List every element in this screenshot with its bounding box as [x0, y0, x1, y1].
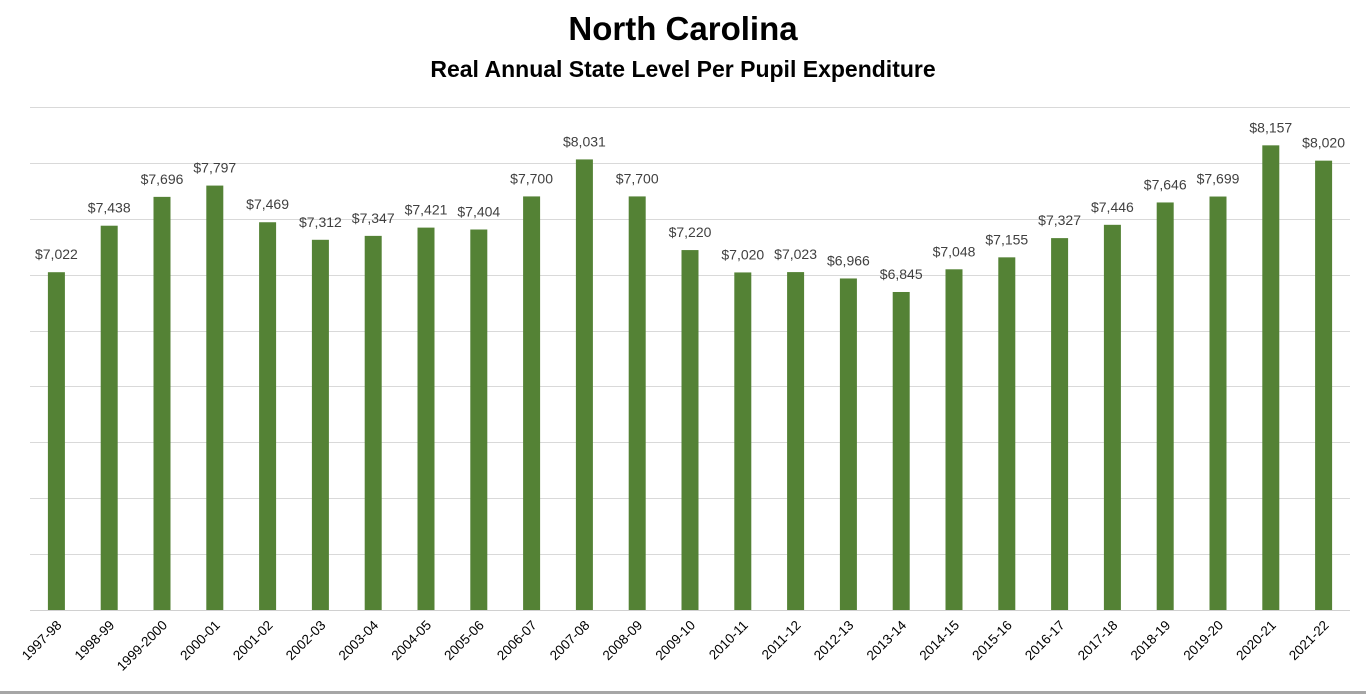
bar-2012-13 [839, 278, 857, 610]
x-tick-label: 2006-07 [494, 618, 540, 664]
bar-2006-07 [523, 196, 541, 610]
x-tick-label: 2013-14 [864, 617, 910, 663]
x-tick-label: 2018-19 [1128, 618, 1174, 664]
data-label: $7,312 [299, 214, 342, 230]
bar-2001-02 [259, 222, 277, 610]
x-tick-label: 2020-21 [1233, 618, 1279, 664]
x-tick-label: 2004-05 [388, 618, 434, 664]
bar-2020-21 [1262, 145, 1280, 610]
chart-subtitle: Real Annual State Level Per Pupil Expend… [430, 56, 936, 82]
bottom-border [0, 691, 1366, 694]
bar-2010-11 [734, 272, 752, 610]
data-label: $8,157 [1249, 119, 1292, 135]
x-tick-label: 2005-06 [441, 618, 487, 664]
data-label: $7,469 [246, 196, 289, 212]
data-label: $6,966 [827, 252, 870, 268]
x-tick-label: 2003-04 [336, 617, 382, 663]
bar-2003-04 [364, 235, 382, 611]
data-label: $7,020 [721, 246, 764, 262]
bar-2015-16 [998, 257, 1016, 610]
data-label: $6,845 [880, 266, 923, 282]
data-label: $7,438 [88, 200, 131, 216]
x-tick-label: 2021-22 [1286, 618, 1332, 664]
x-tick-label: 2019-20 [1180, 618, 1226, 664]
bar-2000-01 [206, 185, 224, 610]
bar-2007-08 [575, 159, 593, 611]
x-tick-label: 2000-01 [177, 618, 223, 664]
x-tick-label: 2015-16 [969, 618, 1015, 664]
data-label: $7,446 [1091, 199, 1134, 215]
bar-2021-22 [1315, 160, 1333, 611]
x-tick-label: 2002-03 [283, 618, 329, 664]
bar-1997-98 [47, 272, 65, 610]
bar-2014-15 [945, 269, 963, 610]
data-label: $7,347 [352, 210, 395, 226]
bar-1999-2000 [153, 196, 171, 611]
data-label: $7,797 [193, 160, 236, 176]
bar-2013-14 [892, 291, 910, 610]
x-tick-label: 1998-99 [72, 618, 118, 664]
bar-2018-19 [1156, 202, 1174, 610]
bar-2019-20 [1209, 196, 1227, 610]
chart-title: North Carolina [568, 10, 798, 47]
data-label: $8,020 [1302, 135, 1345, 151]
x-tick-label: 2011-12 [759, 618, 804, 663]
data-label: $7,700 [510, 170, 553, 186]
bar-2004-05 [417, 227, 435, 610]
x-tick-label: 1997-98 [19, 618, 65, 664]
bar-2009-10 [681, 250, 699, 610]
x-tick-label: 2009-10 [652, 618, 698, 664]
data-label: $7,700 [616, 170, 659, 186]
x-tick-label: 2007-08 [547, 618, 593, 664]
x-tick-label: 2008-09 [600, 618, 646, 664]
data-label: $7,048 [933, 243, 976, 259]
data-label: $7,699 [1197, 171, 1240, 187]
x-tick-label: 1999-2000 [114, 618, 170, 674]
x-tick-label: 2017-18 [1075, 618, 1121, 664]
x-tick-label: 2012-13 [811, 618, 857, 664]
bar-2011-12 [787, 272, 805, 610]
data-label: $7,696 [141, 171, 184, 187]
bar-2017-18 [1103, 224, 1121, 610]
x-tick-label: 2010-11 [706, 618, 751, 663]
bar-2002-03 [311, 239, 329, 611]
x-tick-label: 2001-02 [230, 618, 276, 664]
data-label: $8,031 [563, 133, 606, 149]
data-label: $7,327 [1038, 212, 1081, 228]
data-label: $7,023 [774, 246, 817, 262]
data-label: $7,155 [985, 231, 1028, 247]
bar-2016-17 [1051, 238, 1069, 610]
bar-2008-09 [628, 196, 646, 610]
data-label: $7,421 [405, 202, 448, 218]
data-label: $7,646 [1144, 176, 1187, 192]
data-label: $7,022 [35, 246, 78, 262]
x-tick-label: 2014-15 [916, 618, 962, 664]
data-label: $7,404 [457, 204, 500, 220]
bar-1998-99 [100, 225, 118, 610]
data-label: $7,220 [669, 224, 712, 240]
x-tick-label: 2016-17 [1022, 618, 1068, 664]
bar-2005-06 [470, 229, 488, 611]
